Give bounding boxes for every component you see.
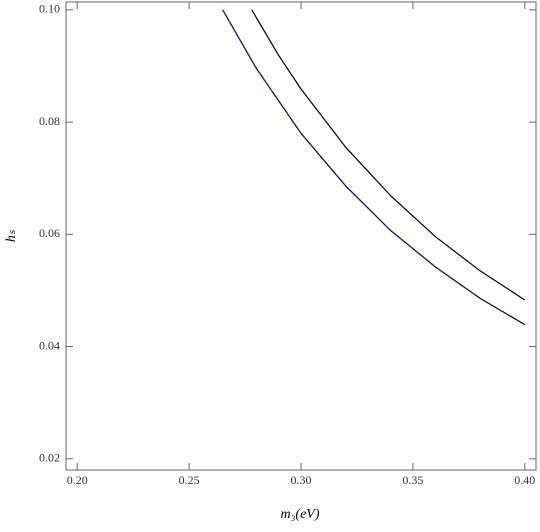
y-axis-label: hₛ — [4, 229, 19, 242]
x-tick-label: 0.35 — [402, 473, 423, 487]
curve — [222, 9, 526, 326]
x-axis-label: m₃(eV) — [280, 507, 319, 522]
plot-frame — [65, 1, 537, 471]
curve-underlay — [222, 9, 526, 326]
y-tick-label: 0.04 — [39, 338, 60, 352]
y-tick-label: 0.02 — [39, 451, 60, 465]
y-tick-label: 0.06 — [39, 226, 60, 240]
y-tick-label: 0.10 — [39, 2, 60, 16]
x-tick-label: 0.25 — [179, 473, 200, 487]
y-tick-label: 0.08 — [39, 114, 60, 128]
curve — [251, 9, 526, 301]
x-tick-label: 0.20 — [67, 473, 88, 487]
x-tick-label: 0.30 — [291, 473, 312, 487]
x-tick-label: 0.40 — [514, 473, 535, 487]
